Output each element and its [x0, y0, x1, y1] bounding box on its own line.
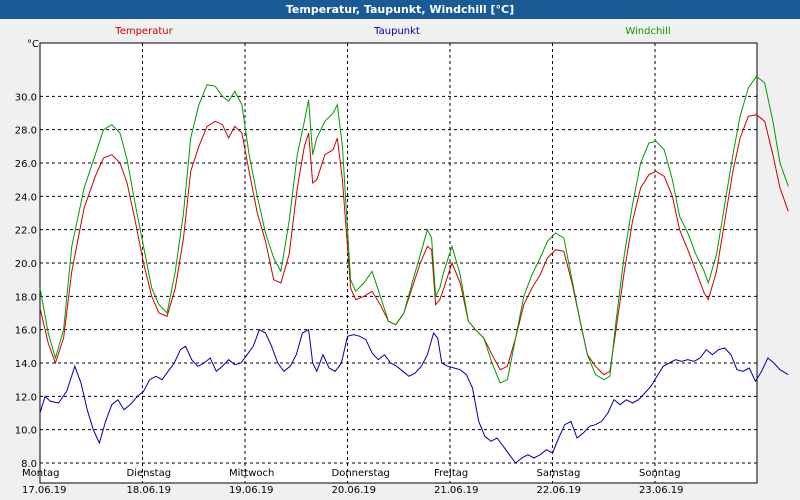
y-tick-label: 20.0 [15, 259, 37, 270]
day-date-label: 21.06.19 [434, 485, 479, 496]
day-name-label: Montag [22, 468, 59, 479]
day-name-label: Sonntag [639, 468, 681, 479]
legend-item-windchill: Windchill [625, 26, 670, 37]
day-name-label: Mittwoch [229, 468, 274, 479]
y-tick-label: 18.0 [15, 292, 37, 303]
legend-item-temperatur: Temperatur [114, 26, 173, 37]
day-name-label: Dienstag [127, 468, 172, 479]
day-date-label: 18.06.19 [127, 485, 172, 496]
legend: Temperatur Windchill Taupunkt [114, 26, 670, 37]
day-name-label: Samstag [537, 468, 581, 479]
day-date-label: 22.06.19 [537, 485, 582, 496]
day-date-label: 23.06.19 [639, 485, 684, 496]
day-name-label: Freitag [434, 468, 468, 479]
series-line-taupunkt [39, 328, 789, 464]
series-line-temperatur [39, 114, 789, 376]
y-tick-label: 8.0 [21, 459, 37, 470]
y-tick-label: 22.0 [15, 226, 37, 237]
y-axis-label: °C [27, 39, 39, 50]
chart-title: Temperatur, Taupunkt, Windchill [°C] [0, 0, 800, 19]
y-tick-label: 16.0 [15, 326, 37, 337]
y-tick-label: 30.0 [15, 92, 37, 103]
y-tick-label: 26.0 [15, 159, 37, 170]
day-date-label: 19.06.19 [229, 485, 274, 496]
chart-canvas: 8.0 10.0 12.0 14.0 16.0 18.0 20.0 22.0 24.0 26.0 2… [0, 19, 800, 500]
grid [40, 43, 757, 483]
y-axis: 8.0 10.0 12.0 14.0 16.0 18.0 20.0 22.0 24.0 26.0 2… [15, 92, 37, 470]
y-tick-label: 12.0 [15, 392, 37, 403]
y-tick-label: 14.0 [15, 359, 37, 370]
series-line-windchill [39, 75, 789, 384]
day-name-label: Donnerstag [332, 468, 390, 479]
y-tick-label: 10.0 [15, 426, 37, 437]
y-tick-label: 28.0 [15, 126, 37, 137]
legend-item-taupunkt: Taupunkt [373, 26, 420, 37]
series-lines [39, 75, 789, 464]
x-axis: Montag 17.06.19 Dienstag 18.06.19 Mittwoch 19… [22, 468, 684, 496]
y-tick-label: 24.0 [15, 192, 37, 203]
day-date-label: 20.06.19 [332, 485, 377, 496]
day-date-label: 17.06.19 [22, 485, 67, 496]
plot-area [39, 42, 758, 484]
